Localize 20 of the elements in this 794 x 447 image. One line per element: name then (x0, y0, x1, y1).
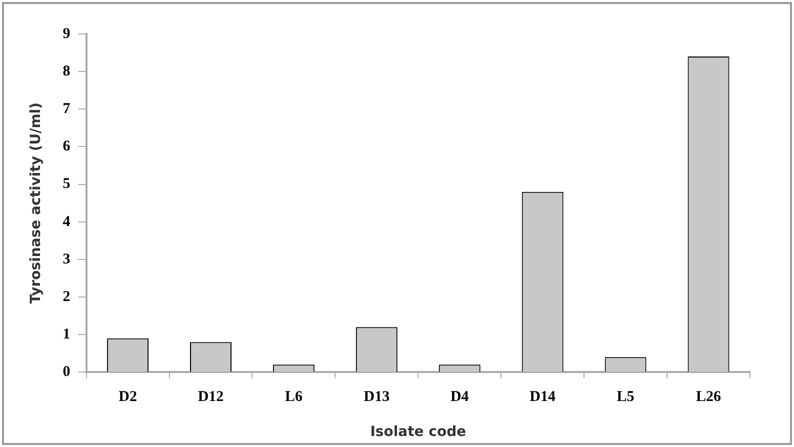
x-tick-label: D14 (530, 389, 556, 406)
y-tick-label: 2 (62, 288, 70, 305)
y-tick-label: 1 (62, 326, 70, 342)
x-tick-label: D12 (198, 389, 224, 406)
y-tick-label: 4 (62, 214, 71, 230)
x-tick-label: D13 (364, 389, 390, 406)
x-tick-label: D4 (450, 389, 470, 406)
y-tick-label: 5 (62, 176, 70, 192)
y-tick-label: 9 (62, 26, 70, 42)
y-tick-label: 7 (62, 101, 71, 118)
y-axis-title: Tyrosinase activity (U/ml) (28, 102, 44, 304)
y-tick-label: 0 (62, 364, 70, 380)
x-tick-label: L26 (696, 389, 722, 406)
x-tick-label: L6 (284, 389, 303, 406)
x-tick-label: D2 (118, 389, 137, 406)
y-tick-label: 3 (62, 251, 70, 268)
x-axis-title: Isolate code (370, 424, 466, 440)
y-tick-label: 8 (62, 63, 70, 80)
y-tick-label: 6 (62, 138, 71, 155)
x-tick-label: L5 (616, 389, 634, 406)
